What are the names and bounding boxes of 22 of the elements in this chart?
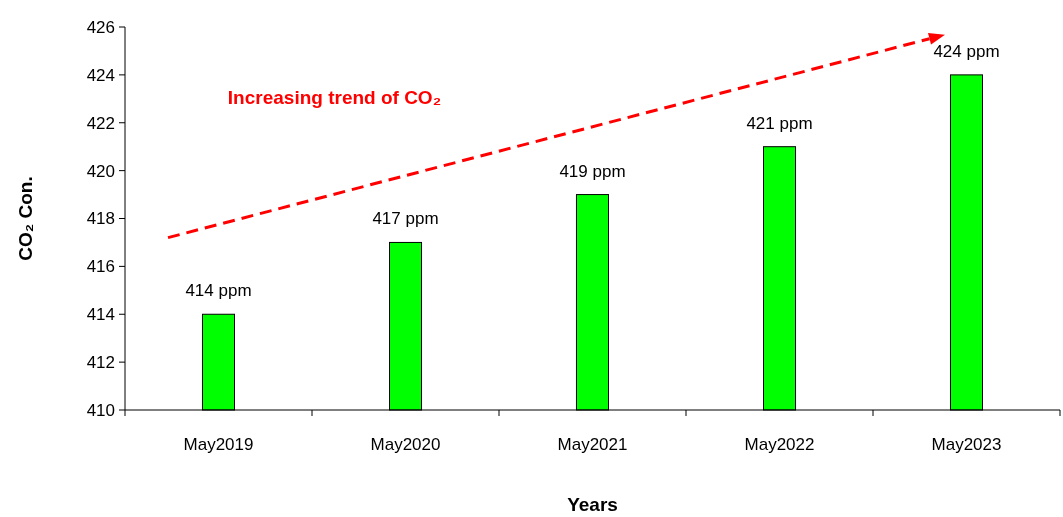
- y-axis-title: CO₂ Con.: [15, 176, 36, 261]
- x-tick-label: May2019: [183, 435, 254, 454]
- y-tick-label: 412: [86, 353, 115, 373]
- x-tick-label: May2021: [557, 435, 628, 454]
- data-label: 424 ppm: [933, 41, 1000, 61]
- y-tick-label: 424: [86, 65, 115, 85]
- data-label: 414 ppm: [185, 281, 252, 301]
- data-label: 417 ppm: [372, 209, 439, 229]
- annotation: Increasing trend of CO₂: [227, 86, 442, 108]
- x-tick-label: May2022: [744, 435, 815, 454]
- x-axis-title: Years: [567, 494, 618, 515]
- y-tick-label: 410: [86, 400, 115, 420]
- y-tick-label: 426: [86, 17, 115, 37]
- y-tick-label: 414: [86, 305, 115, 325]
- x-tick-label: May2020: [370, 435, 441, 454]
- y-tick-label: 416: [86, 257, 115, 277]
- x-tick-label: May2023: [931, 435, 1002, 454]
- y-tick-label: 420: [86, 161, 115, 181]
- data-label: 419 ppm: [559, 161, 626, 181]
- data-label: 421 ppm: [746, 113, 813, 133]
- y-tick-label: 418: [86, 209, 115, 229]
- y-tick-label: 422: [86, 113, 115, 133]
